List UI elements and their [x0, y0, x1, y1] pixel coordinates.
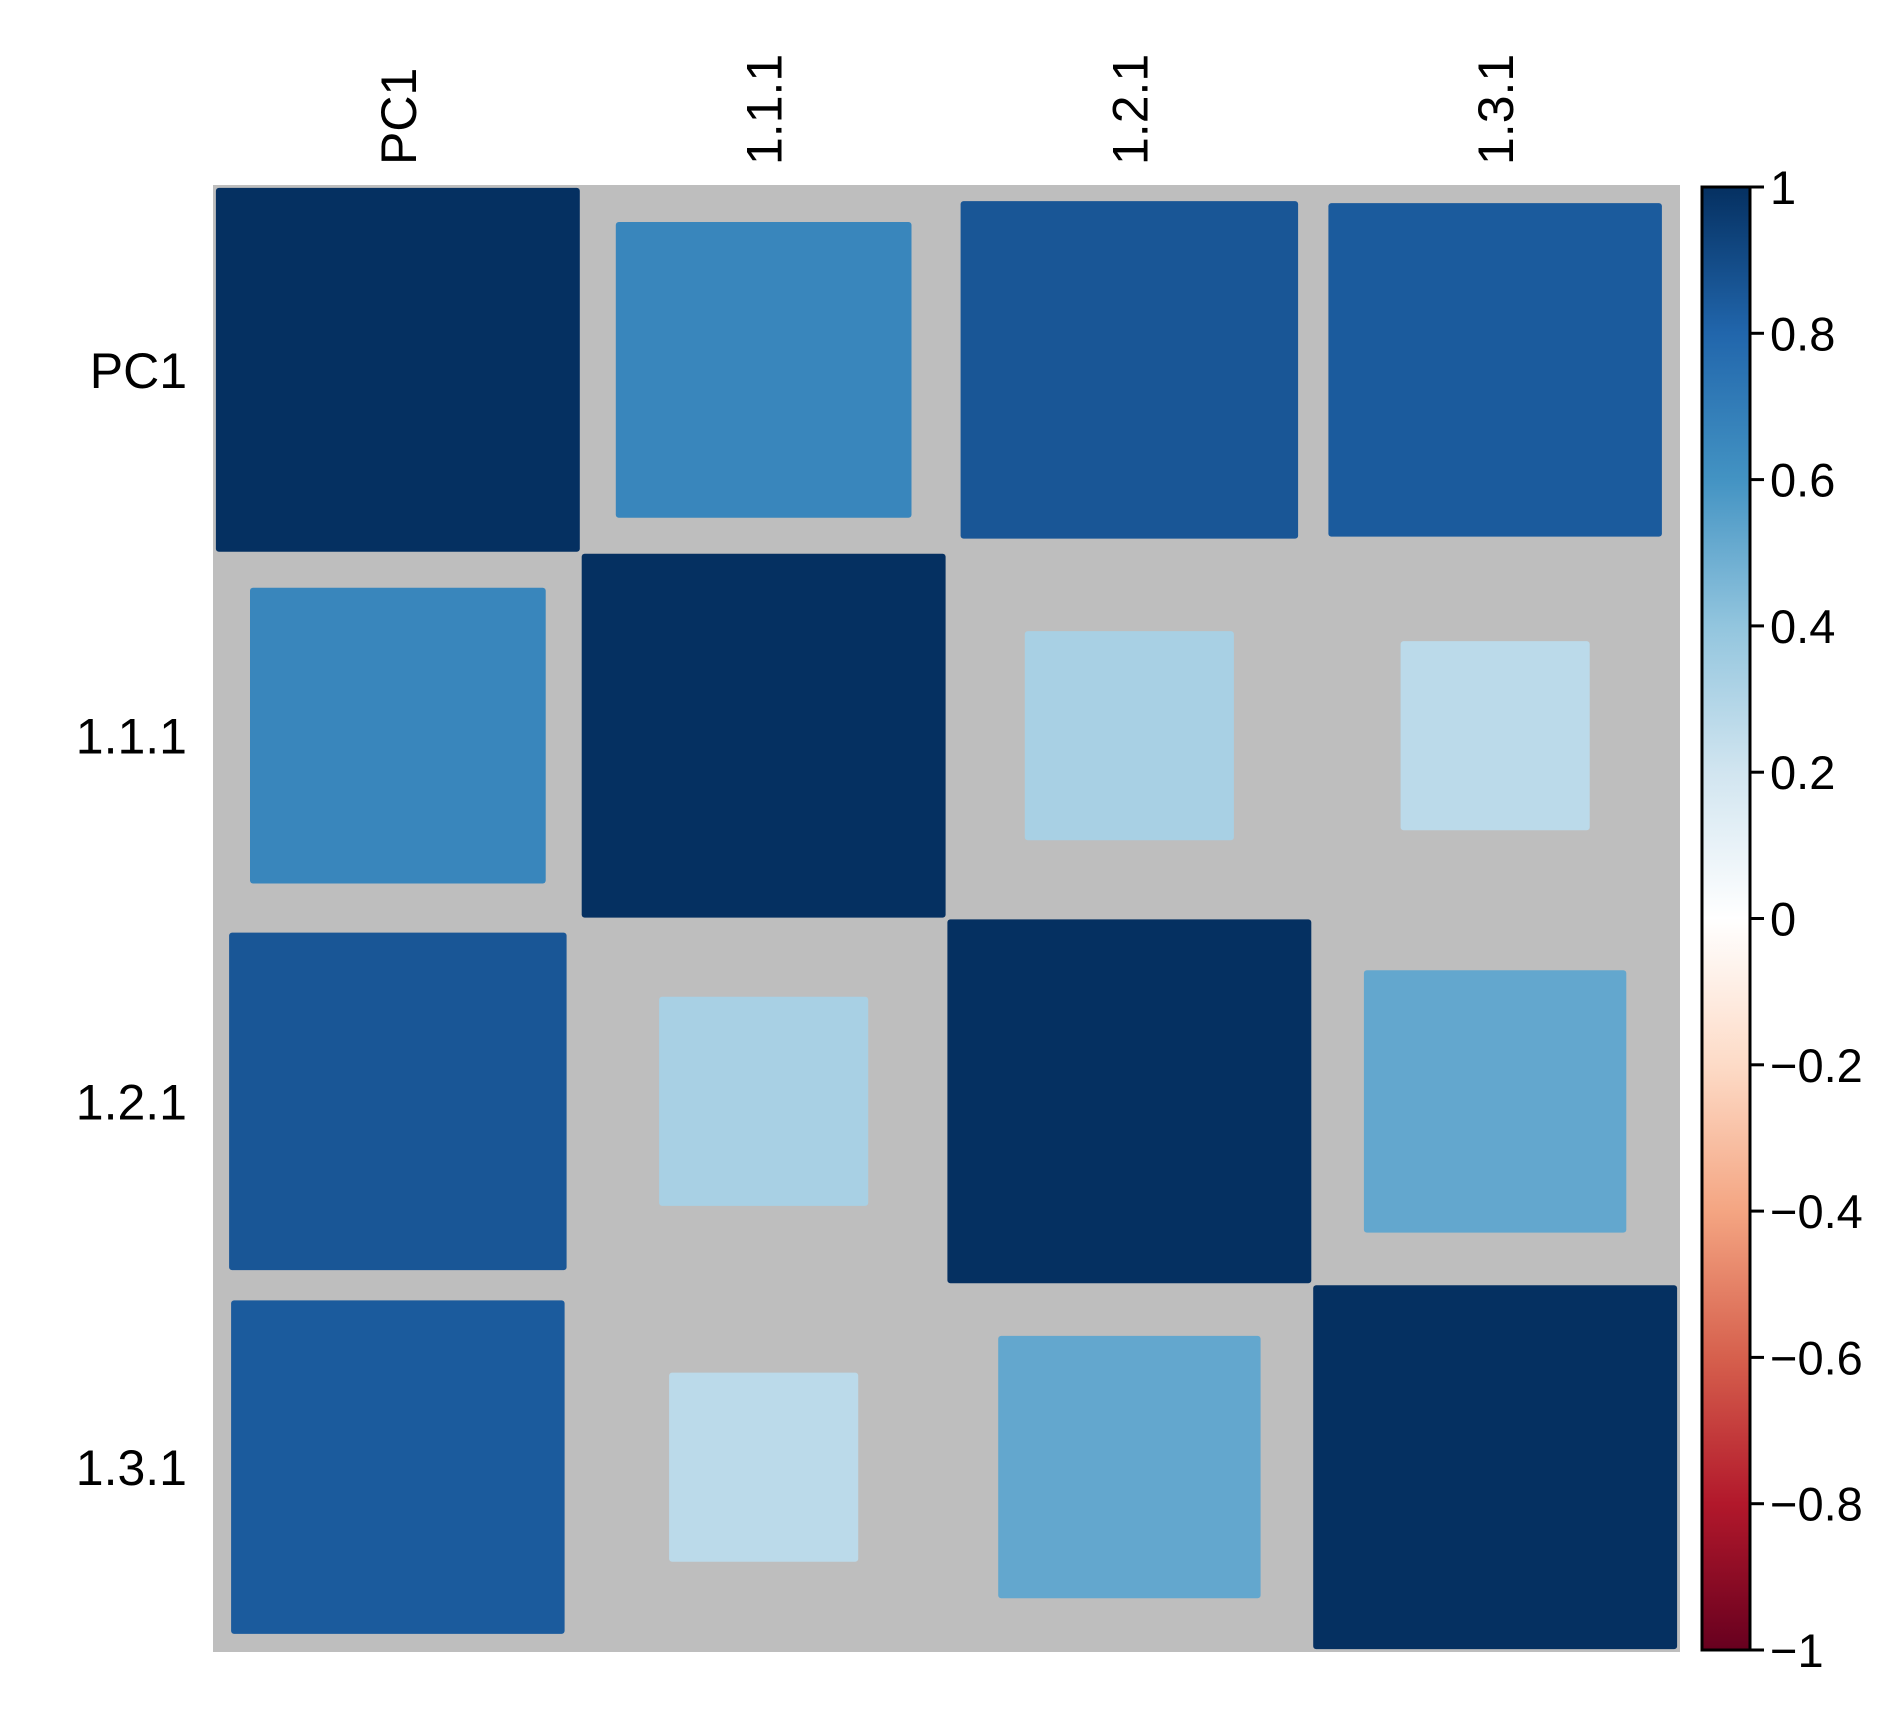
colorbar-tick-label: 0	[1770, 893, 1796, 946]
column-label: PC1	[371, 68, 427, 165]
cell-1.2.1-PC1	[229, 932, 567, 1271]
cell-1.3.1-1.2.1	[998, 1335, 1261, 1599]
cell-PC1-1.2.1	[960, 201, 1299, 539]
heatmap-cells	[215, 187, 1678, 1650]
column-label: 1.3.1	[1468, 54, 1524, 165]
colorbar: 1 0.8 0.6 0.4 0.2 0 −0.2 −0.4 −0.6 −0.8 −1	[1700, 161, 1863, 1677]
cell-1.2.1-1.1.1	[659, 996, 869, 1206]
cell-1.1.1-1.1.1	[581, 553, 946, 918]
cell-1.2.1-1.3.1	[1363, 970, 1627, 1233]
cell-1.3.1-1.3.1	[1313, 1285, 1678, 1650]
row-label: 1.2.1	[76, 1074, 187, 1130]
row-labels: PC1 1.1.1 1.2.1 1.3.1	[76, 343, 187, 1496]
cell-PC1-PC1	[215, 187, 580, 552]
column-label: 1.2.1	[1102, 54, 1158, 165]
colorbar-gradient	[1700, 185, 1752, 1652]
cell-1.2.1-1.2.1	[947, 919, 1312, 1284]
row-label: 1.1.1	[76, 709, 187, 765]
cell-1.3.1-PC1	[231, 1300, 565, 1634]
column-labels: PC1 1.1.1 1.2.1 1.3.1	[371, 54, 1524, 165]
colorbar-tick-label: −0.6	[1770, 1331, 1863, 1384]
cell-1.3.1-1.1.1	[669, 1372, 859, 1562]
colorbar-tick-label: −0.2	[1770, 1039, 1863, 1092]
row-label: 1.3.1	[76, 1440, 187, 1496]
cell-1.1.1-1.3.1	[1400, 641, 1590, 831]
colorbar-tick-label: 0.6	[1770, 454, 1835, 507]
cell-PC1-1.3.1	[1328, 203, 1662, 537]
colorbar-tick-label: −0.4	[1770, 1185, 1863, 1238]
colorbar-tick-label: 0.2	[1770, 746, 1835, 799]
colorbar-tick-label: −0.8	[1770, 1478, 1863, 1531]
colorbar-tick-label: 0.4	[1770, 600, 1835, 653]
colorbar-tick-label: 0.8	[1770, 307, 1835, 360]
colorbar-tick-label: 1	[1770, 161, 1796, 214]
column-label: 1.1.1	[737, 54, 793, 165]
cell-PC1-1.1.1	[615, 222, 912, 518]
cell-1.1.1-1.2.1	[1024, 631, 1234, 841]
colorbar-tick-label: −1	[1770, 1624, 1824, 1677]
row-label: PC1	[90, 343, 187, 399]
cell-1.1.1-PC1	[250, 587, 546, 884]
